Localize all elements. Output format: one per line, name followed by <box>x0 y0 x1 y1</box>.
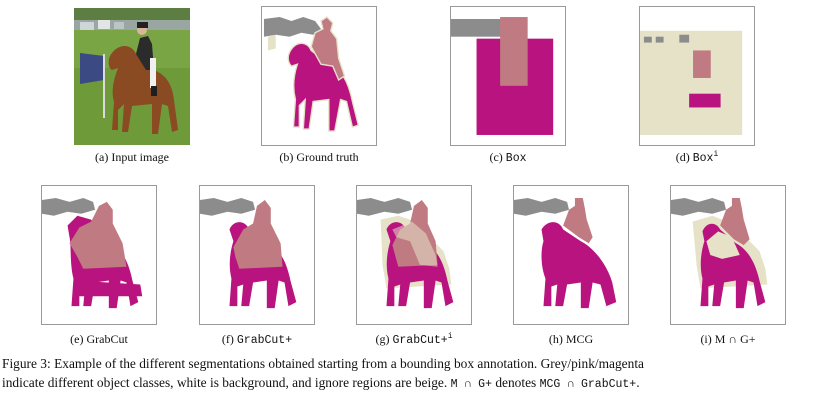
ground-truth-segmentation <box>261 6 377 146</box>
grabcut-plus-segmentation <box>199 185 315 325</box>
mcg-intersect-grabcut-segmentation <box>670 185 786 325</box>
panel-i-caption: (i) M ∩ G+ <box>700 332 756 346</box>
box-segmentation <box>450 6 566 146</box>
panel-b-caption: (b) Ground truth <box>279 150 359 164</box>
input-image-photo <box>74 8 190 145</box>
panel-e-caption: (e) GrabCut <box>70 332 128 346</box>
panel-f-caption: (f) GrabCut+ <box>221 332 293 347</box>
panel-g-caption: (g) GrabCut+i <box>375 332 453 347</box>
mcg-segmentation <box>513 185 629 325</box>
grabcut-segmentation <box>41 185 157 325</box>
figure-caption: Figure 3: Example of the different segme… <box>2 354 820 394</box>
box-ignore-segmentation <box>639 6 755 146</box>
grabcut-plus-ignore-segmentation <box>356 185 472 325</box>
panel-h-caption: (h) MCG <box>548 332 594 346</box>
panel-a-caption: (a) Input image <box>95 150 169 164</box>
input-image-illustration <box>74 8 190 145</box>
panel-c-caption: (c) Box <box>489 150 527 165</box>
panel-d-caption: (d) Boxi <box>675 150 719 165</box>
caption-line-2: indicate different object classes, white… <box>2 375 640 391</box>
caption-line-1: Figure 3: Example of the different segme… <box>2 356 644 371</box>
